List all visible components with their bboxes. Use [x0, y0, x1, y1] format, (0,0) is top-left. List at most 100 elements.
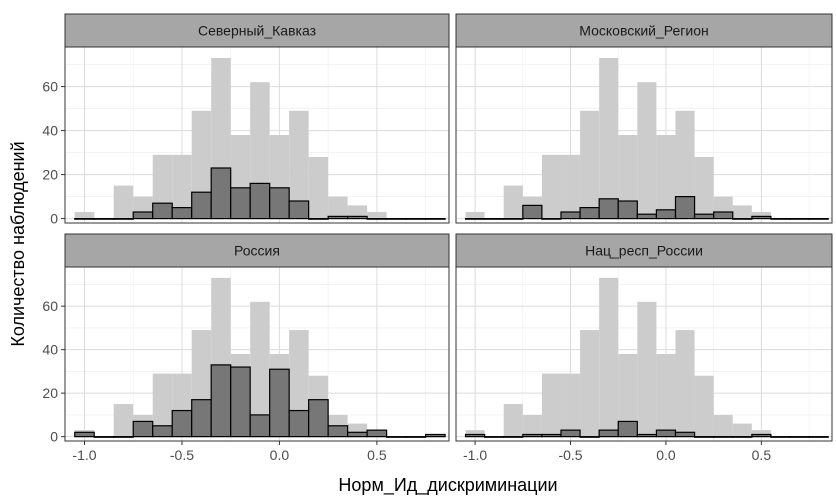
x-tick-label: -1.0	[72, 447, 96, 463]
foreground-bar	[366, 218, 388, 220]
background-bar	[503, 185, 523, 219]
facet-title: Северный_Кавказ	[198, 23, 316, 39]
foreground-bar	[655, 209, 677, 220]
foreground-bar	[171, 207, 193, 220]
facet-strip	[455, 13, 833, 48]
foreground-bar	[191, 191, 212, 220]
y-tick-label: 20	[42, 167, 58, 183]
background-bar	[656, 135, 676, 219]
background-bar	[347, 205, 368, 219]
y-tick-label: 40	[42, 123, 58, 139]
foreground-bar	[636, 213, 658, 220]
foreground-bar	[327, 215, 349, 220]
facet-title: Московский_Регион	[579, 23, 708, 39]
facet-panel: Россия 0 20 40 60 -1.0 -0.5 0.0 0.5	[42, 233, 450, 463]
foreground-bar	[522, 204, 543, 220]
foreground-bar	[617, 420, 638, 438]
foreground-bar	[808, 436, 829, 438]
foreground-bar	[74, 431, 95, 438]
foreground-bar	[541, 433, 562, 438]
x-tick-label: 0.5	[367, 447, 387, 463]
foreground-bar	[405, 436, 427, 438]
foreground-bar	[210, 364, 232, 438]
x-tick-label: 0.0	[656, 447, 676, 463]
foreground-bar	[386, 436, 407, 438]
background-bar	[152, 373, 173, 437]
background-bar	[74, 212, 95, 219]
facet-panel: Северный_Кавказ 0 20 40 60	[42, 13, 450, 227]
foreground-bar	[269, 187, 290, 220]
foreground-bar	[751, 215, 772, 220]
panel-border	[64, 46, 450, 224]
foreground-bar	[269, 368, 290, 438]
background-bar	[656, 354, 676, 437]
background-bar	[618, 354, 638, 437]
foreground-bar	[425, 218, 446, 220]
foreground-bar	[132, 211, 154, 220]
background-bar	[580, 330, 600, 437]
y-tick-label: 60	[42, 298, 58, 314]
x-axis-title: Норм_Ид_дискриминации	[338, 475, 557, 496]
foreground-bar	[464, 433, 486, 438]
foreground-bar	[617, 200, 638, 220]
foreground-bar	[693, 436, 715, 438]
background-bar	[541, 154, 561, 219]
facet-strip	[64, 233, 450, 268]
foreground-bar	[655, 429, 677, 438]
panel-border	[455, 46, 833, 224]
background-bar	[308, 157, 329, 219]
y-tick-label: 60	[42, 79, 58, 95]
foreground-bar	[132, 420, 154, 438]
background-bar	[465, 212, 485, 219]
foreground-bar	[464, 218, 486, 220]
y-tick-label: 20	[42, 385, 58, 401]
background-bar	[328, 196, 348, 219]
foreground-bar	[327, 425, 349, 438]
background-bar	[675, 110, 695, 219]
y-tick-label: 0	[50, 211, 58, 227]
background-bar	[751, 212, 771, 219]
foreground-bar	[541, 218, 562, 220]
foreground-bar	[484, 436, 505, 438]
background-bar	[637, 301, 657, 437]
facet-strip	[64, 13, 450, 48]
foreground-bar	[249, 182, 271, 220]
foreground-bar	[113, 218, 134, 220]
foreground-bar	[230, 366, 251, 438]
foreground-bar	[230, 187, 251, 220]
background-bar	[751, 430, 771, 437]
foreground-bar	[732, 436, 753, 438]
foreground-bar	[808, 218, 829, 220]
foreground-bar	[713, 436, 734, 438]
facet-panel: Московский_Регион	[455, 13, 833, 224]
foreground-bar	[693, 213, 715, 220]
background-bar	[713, 414, 733, 437]
foreground-bar	[751, 433, 772, 438]
foreground-bar	[674, 196, 696, 220]
foreground-bar	[152, 425, 173, 438]
foreground-bar	[770, 218, 791, 220]
foreground-bar	[191, 399, 212, 438]
background-bar	[637, 82, 657, 219]
background-bar	[367, 212, 387, 219]
foreground-bar	[288, 409, 310, 438]
y-axis-title: Количество наблюдений	[8, 141, 28, 346]
facet-title: Нац_респ_России	[585, 243, 703, 259]
foreground-bar	[503, 218, 524, 220]
facet-strip	[455, 233, 833, 268]
foreground-bar	[713, 211, 734, 220]
facet-panel: Нац_респ_России -1.0 -0.5 0.0 0.5	[455, 233, 833, 463]
background-bar	[522, 414, 542, 437]
background-bar	[580, 110, 600, 219]
foreground-bar	[405, 218, 427, 220]
background-bar	[172, 154, 192, 219]
foreground-bar	[789, 436, 810, 438]
background-bar	[541, 373, 561, 437]
foreground-bar	[386, 218, 407, 220]
foreground-bar	[560, 429, 581, 438]
background-bar	[560, 373, 581, 437]
background-bar	[618, 135, 638, 219]
foreground-bar	[579, 436, 600, 438]
foreground-bar	[770, 436, 791, 438]
